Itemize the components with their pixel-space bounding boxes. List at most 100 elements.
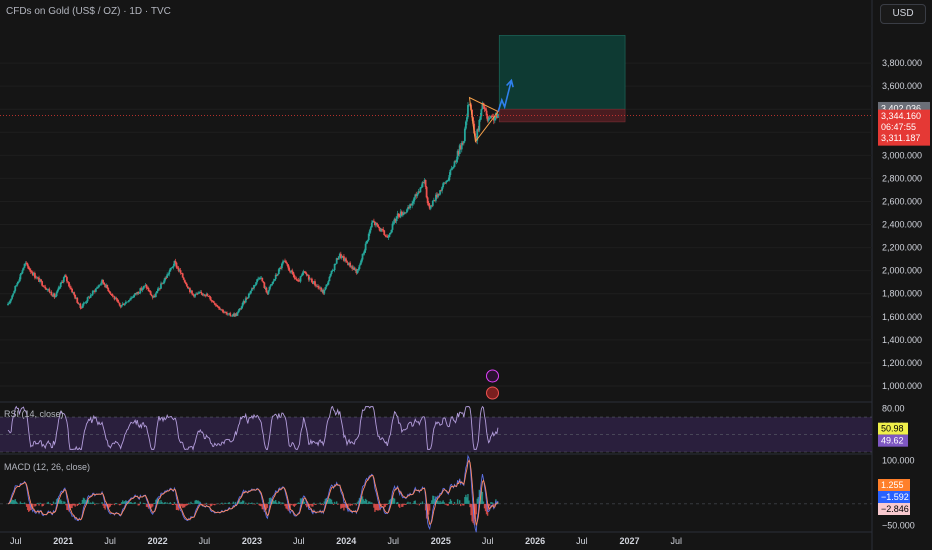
candle-body — [358, 265, 361, 269]
candle-body — [225, 311, 227, 314]
projection-arrow — [497, 80, 513, 112]
candle-body — [36, 277, 38, 279]
candle-body — [215, 305, 218, 307]
candle-body — [187, 288, 190, 289]
candle-body — [125, 301, 128, 303]
macd-tick-label: −50.000 — [882, 521, 915, 531]
candle-body — [90, 294, 93, 296]
candle-body — [360, 259, 363, 263]
candle-body — [37, 277, 39, 279]
candle-body — [388, 234, 391, 237]
candle-body — [220, 309, 222, 311]
candle-body — [186, 286, 189, 289]
candle-body — [242, 300, 245, 303]
rsi-ma-value-tag: 49.62 — [881, 436, 904, 446]
candle-body — [8, 303, 10, 304]
candle-body — [168, 271, 171, 275]
candle-body — [184, 282, 187, 284]
candle-body — [89, 294, 92, 298]
candle-body — [409, 204, 411, 209]
candle-body — [137, 292, 140, 294]
candle-body — [82, 303, 85, 306]
candle-body — [171, 267, 174, 269]
candle-body — [438, 194, 440, 195]
candle-body — [212, 301, 215, 303]
candle-body — [154, 293, 157, 297]
candle-body — [25, 263, 28, 264]
candle-body — [216, 306, 219, 307]
candle-body — [224, 311, 226, 313]
candle-body — [58, 287, 61, 288]
candle-body — [149, 291, 152, 295]
time-tick-label: Jul — [10, 536, 22, 546]
candle-body — [301, 272, 304, 276]
candle-body — [83, 302, 86, 304]
time-tick-label: Jul — [293, 536, 305, 546]
candle-body — [329, 273, 332, 277]
candle-body — [166, 274, 169, 278]
candle-body — [425, 186, 428, 198]
candle-body — [346, 261, 348, 263]
candle-body — [31, 272, 34, 276]
candle-body — [374, 221, 376, 226]
candle-body — [155, 291, 158, 294]
candle-body — [241, 302, 244, 307]
candle-body — [152, 295, 155, 298]
candle-body — [258, 278, 261, 280]
candle-body — [146, 287, 149, 289]
candle-body — [35, 277, 37, 279]
candle-body — [24, 263, 27, 264]
candle-body — [190, 290, 192, 293]
candle-body — [327, 281, 330, 285]
candle-body — [341, 256, 344, 258]
candle-body — [262, 281, 265, 283]
candle-body — [173, 260, 176, 266]
candle-body — [495, 113, 498, 118]
candle-body — [485, 110, 488, 116]
candle-body — [277, 269, 280, 275]
candle-body — [455, 159, 458, 162]
candle-body — [73, 292, 76, 295]
candle-body — [245, 298, 248, 300]
candle-body — [430, 205, 433, 207]
candle-body — [297, 279, 300, 281]
candle-body — [172, 265, 175, 268]
candle-body — [486, 115, 489, 121]
candle-body — [271, 281, 274, 285]
candle-body — [66, 277, 68, 282]
candle-body — [419, 187, 422, 193]
candle-body — [451, 168, 454, 170]
candle-body — [133, 294, 136, 298]
candle-body — [180, 273, 183, 274]
candle-body — [30, 271, 33, 273]
candle-body — [207, 296, 210, 297]
time-tick-label: Jul — [104, 536, 116, 546]
candle-body — [312, 282, 314, 284]
candle-body — [459, 145, 462, 150]
time-tick-label: 2023 — [242, 536, 262, 546]
candle-body — [336, 258, 339, 260]
candle-body — [223, 312, 225, 314]
candle-body — [20, 273, 23, 275]
candle-body — [320, 287, 323, 292]
candle-body — [222, 309, 224, 313]
candle-body — [139, 288, 142, 293]
candle-body — [379, 228, 382, 232]
candle-body — [64, 275, 67, 278]
candle-body — [423, 179, 426, 183]
candle-body — [355, 269, 358, 274]
candle-body — [244, 298, 247, 303]
candle-body — [169, 268, 172, 272]
candle-body — [460, 142, 463, 150]
candle-body — [161, 283, 163, 285]
candle-body — [441, 187, 444, 191]
candle-body — [483, 106, 486, 110]
candle-body — [426, 197, 429, 204]
candle-body — [343, 256, 345, 261]
candle-body — [450, 168, 453, 170]
currency-button[interactable]: USD — [880, 4, 926, 24]
price-tick-label: 2,200.000 — [882, 243, 922, 253]
candle-body — [351, 266, 354, 269]
candle-body — [135, 293, 138, 294]
